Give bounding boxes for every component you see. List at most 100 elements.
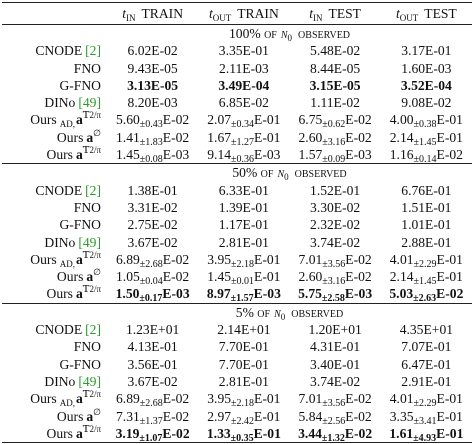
column-sub: IN: [313, 12, 323, 23]
value-std: ±1.27: [231, 136, 255, 148]
value-exp: E-02: [345, 112, 372, 128]
section-sub: 0: [280, 311, 286, 322]
method-vec: a: [75, 251, 83, 267]
value-cell: 1.67±1.27E-01: [198, 129, 289, 148]
value-mean: 1.57: [298, 147, 323, 163]
section-row: 5% of ν0 observed: [2, 302, 472, 322]
data-row: CNODE [2] 6.02E-02 3.35E-01 5.48E-02 3.17E-01: [2, 42, 472, 59]
value-mean: 4.00: [389, 112, 414, 128]
section-pre: 5% of: [235, 304, 271, 320]
value-mean: 1.41: [116, 129, 140, 145]
value-cell: 6.33E-01: [218, 182, 269, 198]
value-exp: E-03: [162, 147, 190, 163]
value-cell: 2.81E-01: [218, 234, 269, 250]
value-exp: E-02: [162, 269, 190, 285]
value-exp: E-01: [436, 112, 463, 128]
value-std: ±3.16: [322, 276, 346, 288]
method-vec: a: [75, 112, 83, 128]
value-cell: 3.13E-05: [127, 77, 179, 93]
method-ref: [2]: [85, 322, 101, 338]
method-ref: [49]: [78, 373, 101, 389]
column-label: TEST: [328, 5, 361, 21]
value-cell: 8.20E-03: [127, 95, 178, 111]
value-exp: E-01: [254, 269, 281, 285]
value-std: ±1.45: [413, 276, 437, 288]
value-mean: 2.97: [207, 408, 232, 424]
value-cell: 3.95±2.18E-01: [198, 390, 289, 409]
value-std: ±3.56: [322, 258, 346, 270]
value-cell: 1.45±0.01E-01: [198, 268, 289, 288]
value-exp: E-01: [436, 129, 463, 145]
value-cell: 2.81E-01: [218, 373, 269, 389]
section-row: 50% of ν0 observed: [2, 163, 472, 182]
value-cell: 3.95±2.18E-01: [198, 251, 289, 270]
section-var: ν: [280, 26, 288, 41]
value-cell: 2.60±3.16E-02: [290, 268, 381, 288]
value-exp: E-02: [162, 251, 190, 267]
value-exp: E-03: [254, 147, 281, 163]
method-label: Ours AD,a𝕋2/π: [2, 111, 107, 129]
value-std: ±0.36: [231, 154, 255, 166]
method-label: G-FNO: [2, 77, 107, 94]
value-exp: E-01: [253, 425, 281, 441]
method-name: G-FNO: [59, 217, 101, 233]
value-cell: 5.84±2.56E-02: [290, 408, 381, 427]
value-cell: 3.52E-04: [400, 77, 452, 93]
value-cell: 1.05±0.04E-02: [107, 268, 198, 287]
value-exp: E-01: [254, 112, 281, 128]
method-vec: a: [86, 129, 94, 145]
value-exp: E-03: [345, 147, 372, 163]
value-cell: 4.31E-01: [310, 339, 361, 355]
value-cell: 2.11E-03: [219, 60, 269, 76]
value-cell: 3.67E-02: [127, 234, 178, 250]
value-mean: 3.95: [207, 251, 232, 267]
value-mean: 3.19: [115, 425, 140, 441]
section-sub: 0: [287, 33, 293, 43]
value-std: ±1.57: [230, 293, 254, 305]
method-name: CNODE: [35, 322, 83, 338]
data-row: FNO 4.13E-01 7.70E-01 4.31E-01 7.07E-01: [2, 338, 472, 355]
value-std: ±0.14: [413, 154, 437, 166]
value-cell: 9.08E-02: [401, 95, 452, 111]
value-std: ±0.01: [231, 276, 255, 288]
data-row: G-FNO 2.75E-02 1.17E-01 2.32E-02 1.01E-01: [2, 216, 472, 233]
method-sup: 𝕋2/π: [82, 145, 101, 156]
value-std: ±0.08: [139, 154, 163, 166]
method-label: DINo [49]: [2, 94, 107, 111]
section-var: ν: [277, 165, 285, 181]
column-sub: OUT: [212, 12, 232, 23]
value-mean: 2.07: [207, 112, 232, 128]
method-name: FNO: [73, 339, 101, 355]
method-name: G-FNO: [59, 356, 101, 372]
method-name: CNODE: [35, 182, 83, 198]
value-std: ±4.93: [413, 432, 437, 444]
value-mean: 4.01: [389, 391, 414, 407]
value-cell: 5.75±2.58E-03: [290, 285, 381, 304]
value-cell: 3.74E-02: [310, 373, 361, 389]
value-cell: 3.35E-01: [218, 43, 269, 59]
value-cell: 3.67E-02: [127, 373, 178, 389]
value-std: ±2.63: [413, 293, 437, 305]
value-mean: 1.67: [207, 129, 232, 145]
value-cell: 2.32E-02: [310, 217, 361, 233]
method-label: Ours a𝕋2/π: [2, 146, 107, 164]
section-spacer: [2, 163, 107, 182]
method-vec: a: [75, 147, 83, 163]
method-ref: [49]: [78, 95, 101, 111]
method-label: FNO: [2, 338, 107, 355]
method-vec: a: [75, 391, 83, 407]
value-cell: 2.97±2.42E-01: [198, 408, 289, 427]
value-mean: 2.14: [389, 269, 414, 285]
value-cell: 3.30E-02: [310, 199, 361, 215]
value-cell: 5.60±0.43E-02: [107, 111, 198, 130]
method-vec: a: [86, 408, 94, 424]
value-cell: 1.39E-01: [218, 199, 269, 215]
value-cell: 3.17E-01: [401, 43, 452, 59]
value-cell: 6.85E-02: [218, 95, 269, 111]
method-name: Ours: [56, 269, 84, 285]
value-mean: 1.61: [389, 425, 414, 441]
value-mean: 1.16: [389, 147, 414, 163]
data-row: Ours a𝕋2/π 3.19±1.07E-02 1.33±0.35E-01 3.44±…: [2, 424, 472, 444]
value-exp: E-01: [436, 408, 463, 424]
value-mean: 6.75: [298, 112, 323, 128]
